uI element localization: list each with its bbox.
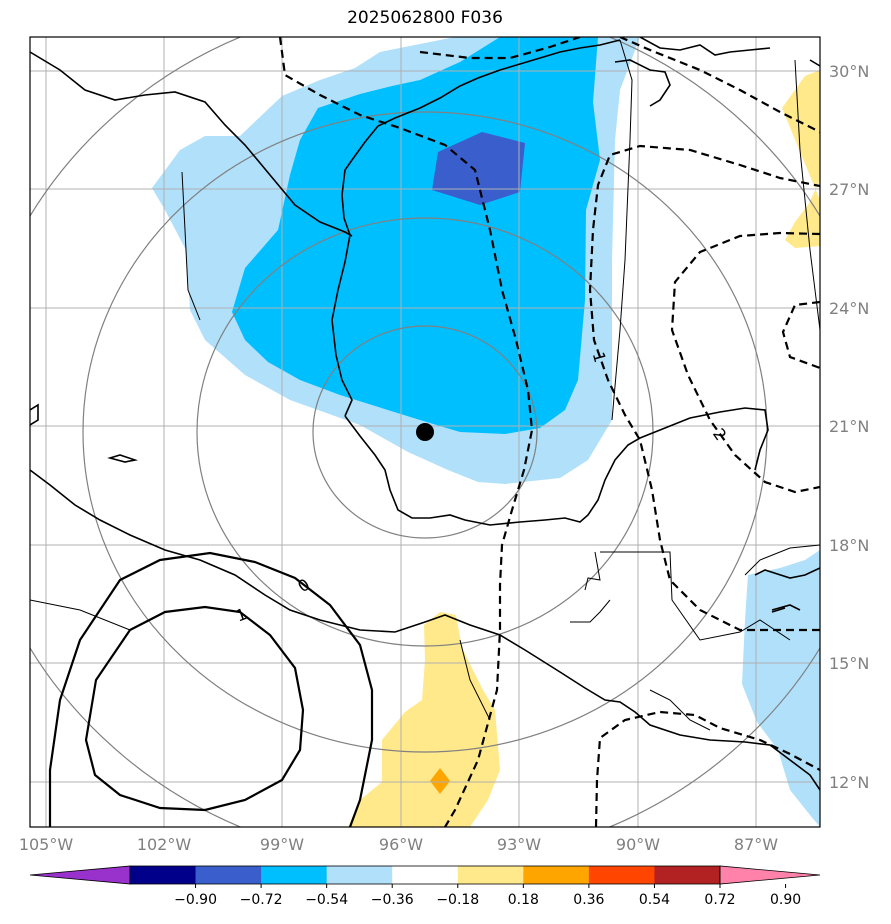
coastlines	[30, 37, 820, 791]
colorbar-label: −0.54	[305, 892, 348, 908]
longitude-labels: 105°W 102°W 99°W 96°W 93°W 90°W 87°W	[19, 835, 778, 854]
lat-label: 12°N	[829, 773, 869, 792]
colorbar-swatch	[130, 866, 197, 884]
dark-blue-anomaly-region	[432, 132, 525, 205]
storm-center-marker	[416, 423, 434, 441]
lat-label: 24°N	[829, 299, 869, 318]
lat-label: 27°N	[829, 180, 869, 199]
colorbar-frame	[129, 865, 721, 885]
graticule	[30, 37, 820, 827]
colorbar-label: −0.18	[436, 892, 479, 908]
colorbar-label: −0.36	[371, 892, 414, 908]
colorbar-label: 0.54	[639, 892, 670, 908]
colorbar-swatch	[654, 866, 721, 884]
map-area	[30, 37, 820, 827]
colorbar-extend-low	[29, 865, 131, 885]
lon-label: 102°W	[137, 835, 192, 854]
latitude-labels: 30°N 27°N 24°N 21°N 18°N 15°N 12°N	[829, 62, 869, 792]
colorbar-swatch	[261, 866, 328, 884]
solid-contours	[48, 551, 374, 827]
lat-label: 30°N	[829, 62, 869, 81]
lat-label: 21°N	[829, 417, 869, 436]
colorbar-extend-high	[719, 865, 821, 885]
contour-label-dashed-2: 2	[709, 425, 730, 444]
colorbar-swatch	[195, 866, 262, 884]
colorbar-swatch	[588, 866, 655, 884]
lon-label: 87°W	[734, 835, 778, 854]
colorbar-swatch	[523, 866, 590, 884]
colorbar-label: 0.36	[573, 892, 604, 908]
lat-label: 18°N	[829, 536, 869, 555]
orange-anomaly-spot	[430, 768, 450, 794]
lon-label: 105°W	[19, 835, 74, 854]
yellow-anomaly-south	[348, 612, 500, 827]
colorbar-label: 0.18	[508, 892, 539, 908]
contour-label-solid-1: 1	[233, 604, 249, 625]
contour-label-dashed-1: 1	[589, 350, 610, 365]
colorbar-label: 0.72	[704, 892, 735, 908]
lon-label: 96°W	[379, 835, 423, 854]
country-borders	[30, 39, 820, 731]
colorbar-label: 0.90	[770, 892, 801, 908]
lon-label: 93°W	[497, 835, 541, 854]
yellow-anomaly-northeast	[782, 70, 820, 248]
colorbar: −0.90 −0.72 −0.54 −0.36 −0.18 0.18 0.36 0.54 0.7…	[29, 865, 821, 908]
lon-label: 90°W	[616, 835, 660, 854]
colorbar-label: −0.72	[240, 892, 283, 908]
lon-label: 99°W	[260, 835, 304, 854]
lat-label: 15°N	[829, 654, 869, 673]
contour-label-solid-0: 0	[294, 575, 313, 596]
map-title: 2025062800 F036	[347, 8, 503, 28]
colorbar-swatch	[457, 866, 524, 884]
colorbar-label: −0.90	[174, 892, 217, 908]
dashed-contours	[278, 37, 820, 827]
colorbar-swatch	[392, 866, 459, 884]
map-frame	[29, 36, 821, 828]
light-blue-anomaly-east	[742, 550, 820, 827]
colorbar-swatch	[326, 866, 393, 884]
blue-anomaly-region	[232, 37, 600, 434]
